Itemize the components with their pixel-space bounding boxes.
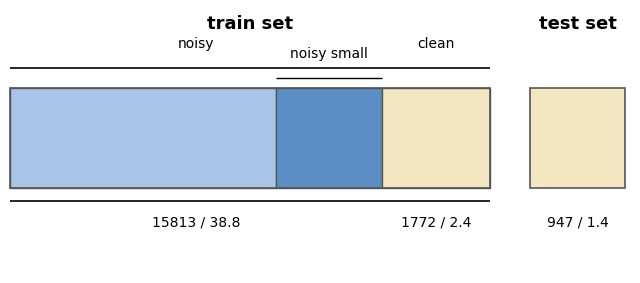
Text: noisy small: noisy small — [291, 47, 368, 61]
Text: 15813 / 38.8: 15813 / 38.8 — [152, 215, 240, 229]
Text: train set: train set — [207, 15, 293, 33]
Text: noisy: noisy — [178, 37, 214, 51]
Bar — [10, 88, 276, 188]
Bar — [530, 88, 625, 188]
Bar — [10, 88, 490, 188]
Text: clean: clean — [417, 37, 454, 51]
Text: 1772 / 2.4: 1772 / 2.4 — [401, 215, 471, 229]
Bar — [276, 88, 382, 188]
Bar — [382, 88, 490, 188]
Text: test set: test set — [539, 15, 616, 33]
Text: 947 / 1.4: 947 / 1.4 — [547, 215, 609, 229]
